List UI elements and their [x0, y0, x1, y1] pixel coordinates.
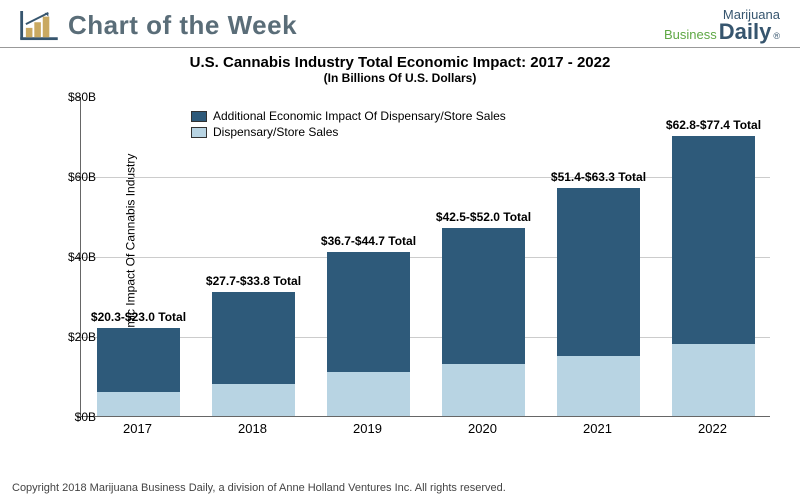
- legend-item: Dispensary/Store Sales: [191, 125, 506, 139]
- bar-total-label: $20.3-$23.0 Total: [48, 310, 228, 324]
- copyright-footer: Copyright 2018 Marijuana Business Daily,…: [12, 482, 506, 494]
- chart-area: Total Economic Impact Of Cannabis Indust…: [30, 87, 790, 457]
- bar-total-label: $27.7-$33.8 Total: [163, 274, 343, 288]
- brand-daily: Daily: [719, 21, 772, 43]
- bar-segment: [327, 372, 410, 416]
- y-tick-label: $60B: [68, 170, 96, 184]
- bar-total-label: $42.5-$52.0 Total: [393, 210, 573, 224]
- legend: Additional Economic Impact Of Dispensary…: [191, 109, 506, 141]
- x-tick-label: 2021: [583, 421, 612, 436]
- plot-region: Additional Economic Impact Of Dispensary…: [80, 97, 770, 417]
- bar-segment: [97, 328, 180, 392]
- bar-chart-logo-icon: [20, 11, 58, 41]
- chart-title: U.S. Cannabis Industry Total Economic Im…: [0, 54, 800, 71]
- header-left: Chart of the Week: [20, 10, 297, 41]
- bar-segment: [442, 228, 525, 364]
- y-tick-label: $80B: [68, 90, 96, 104]
- bar-segment: [97, 392, 180, 416]
- x-tick-label: 2017: [123, 421, 152, 436]
- legend-label: Dispensary/Store Sales: [213, 125, 338, 139]
- x-tick-label: 2022: [698, 421, 727, 436]
- bar-segment: [557, 188, 640, 356]
- legend-swatch: [191, 127, 207, 138]
- header-title: Chart of the Week: [68, 10, 297, 41]
- bar-segment: [672, 136, 755, 344]
- legend-item: Additional Economic Impact Of Dispensary…: [191, 109, 506, 123]
- legend-swatch: [191, 111, 207, 122]
- chart-container: Chart of the Week Marijuana Business Dai…: [0, 0, 800, 500]
- y-tick-label: $40B: [68, 250, 96, 264]
- bar-total-label: $62.8-$77.4 Total: [623, 118, 800, 132]
- bar-segment: [212, 292, 295, 384]
- chart-subtitle: (In Billions Of U.S. Dollars): [0, 71, 800, 85]
- chart-titles: U.S. Cannabis Industry Total Economic Im…: [0, 48, 800, 87]
- header: Chart of the Week Marijuana Business Dai…: [0, 0, 800, 48]
- bar-segment: [672, 344, 755, 416]
- bar-total-label: $36.7-$44.7 Total: [278, 234, 458, 248]
- x-tick-label: 2019: [353, 421, 382, 436]
- x-tick-label: 2018: [238, 421, 267, 436]
- bar-total-label: $51.4-$63.3 Total: [508, 170, 688, 184]
- y-tick-label: $0B: [75, 410, 96, 424]
- brand-logo: Marijuana Business Daily ®: [664, 8, 780, 43]
- bar-segment: [212, 384, 295, 416]
- bar-segment: [327, 252, 410, 372]
- legend-label: Additional Economic Impact Of Dispensary…: [213, 109, 506, 123]
- bar-segment: [442, 364, 525, 416]
- gridline: [81, 337, 770, 338]
- y-tick-label: $20B: [68, 330, 96, 344]
- brand-business: Business: [664, 28, 717, 41]
- bar-segment: [557, 356, 640, 416]
- brand-registered-icon: ®: [773, 32, 780, 41]
- gridline: [81, 257, 770, 258]
- x-tick-label: 2020: [468, 421, 497, 436]
